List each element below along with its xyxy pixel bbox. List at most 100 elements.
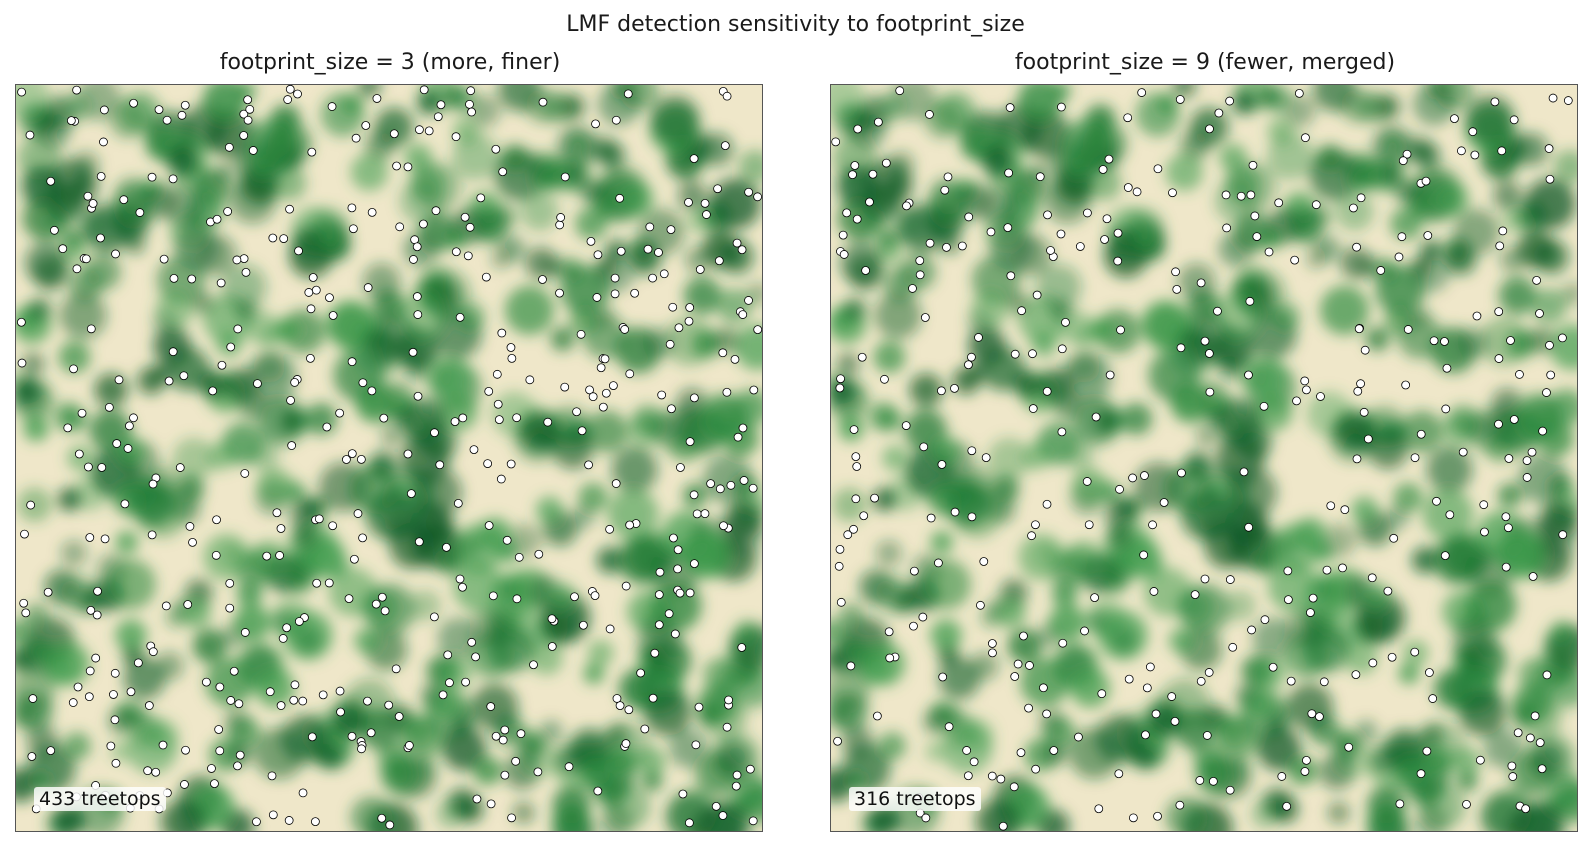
treetop-point [347, 449, 357, 459]
canopy-crown [1244, 356, 1288, 400]
treetop-point [1292, 396, 1301, 406]
canopy-crown [105, 559, 156, 610]
treetop-point [1042, 386, 1052, 396]
canopy-crown [1226, 755, 1252, 781]
treetop-point [366, 728, 376, 738]
canopy-crown [575, 207, 608, 240]
canopy-crown [924, 740, 947, 763]
treetop-point [1494, 307, 1504, 316]
treetop-point [1363, 434, 1373, 444]
canopy-crown [358, 709, 400, 750]
treetop-point [979, 557, 989, 566]
treetop-point [950, 507, 960, 517]
treetop-point [183, 600, 193, 609]
treetop-point [436, 100, 446, 110]
treetop-point [306, 353, 315, 363]
canopy-crown [831, 619, 847, 646]
canopy-crown [349, 464, 400, 514]
treetop-point [97, 463, 107, 472]
treetop-point [857, 352, 867, 362]
canopy-crown [203, 533, 250, 581]
canopy-crown [1293, 517, 1327, 552]
canopy-crown [291, 522, 318, 549]
canopy-crown [878, 408, 903, 432]
canopy-crown [437, 549, 463, 575]
treetop-point [1225, 575, 1235, 584]
canopy-crown [507, 523, 542, 558]
treetop-point [726, 480, 736, 490]
canopy-crown [873, 341, 906, 374]
treetop-point [842, 208, 852, 218]
canopy-crown [1288, 208, 1323, 244]
treetop-point [834, 561, 844, 571]
treetop-point [308, 273, 318, 282]
canopy-crown [1365, 326, 1390, 352]
treetop-point [730, 354, 740, 364]
canopy-crown [1020, 657, 1070, 707]
canopy-crown [952, 367, 980, 395]
treetop-point [1458, 447, 1468, 457]
canopy-crown [944, 475, 975, 506]
treetop-point [493, 399, 503, 409]
treetop-point [159, 254, 169, 264]
canopy-crown [519, 412, 559, 451]
canopy-crown [1412, 85, 1456, 126]
treetop-point [488, 591, 498, 601]
canopy-crown [478, 517, 512, 552]
treetop-point [1017, 306, 1026, 316]
treetop-point [1031, 764, 1041, 774]
canopy-crown [1392, 753, 1432, 792]
canopy-crown [1351, 496, 1379, 524]
treetop-point [1139, 550, 1149, 560]
treetop-point [1450, 114, 1459, 123]
treetop-point [429, 612, 439, 622]
treetop-point [1056, 102, 1066, 112]
treetop-point [81, 254, 91, 264]
treetop-point [450, 417, 460, 426]
treetop-point [1286, 676, 1296, 686]
canopy-crown [587, 639, 614, 667]
treetop-point [1010, 349, 1020, 359]
treetop-point [1548, 93, 1558, 103]
treetop-point [1521, 804, 1531, 814]
treetop-point [684, 316, 694, 326]
treetop-point [276, 701, 286, 710]
treetop-point [596, 363, 606, 373]
canopy-crown [920, 559, 971, 610]
treetop-point [324, 578, 334, 588]
treetop-point [356, 455, 366, 464]
right-treetop-count: 316 treetops [849, 787, 981, 811]
canopy-crown [353, 627, 380, 654]
canopy-crown [16, 377, 41, 406]
treetop-point [664, 609, 674, 619]
canopy-crown [669, 729, 708, 768]
treetop-point [17, 87, 26, 97]
treetop-point [636, 668, 646, 678]
treetop-point [615, 193, 625, 203]
treetop-point [591, 119, 600, 129]
treetop-point [586, 236, 596, 246]
treetop-point [120, 499, 130, 509]
treetop-point [110, 668, 120, 678]
treetop-point [285, 85, 295, 94]
canopy-crown [611, 446, 658, 493]
canopy-crown [717, 672, 743, 698]
treetop-point [498, 735, 508, 745]
treetop-point [1319, 677, 1329, 687]
treetop-point [511, 756, 521, 766]
canopy-crown [1252, 656, 1287, 690]
canopy-crown [930, 619, 962, 651]
treetop-point [1501, 512, 1511, 522]
treetop-point [514, 552, 524, 562]
canopy-crown [1283, 95, 1316, 127]
left-treetop-points [16, 85, 762, 830]
treetop-point [507, 813, 516, 823]
treetop-point [836, 374, 845, 384]
treetop-point [1410, 453, 1420, 463]
canopy-crown [1172, 85, 1197, 98]
canopy-crown [1252, 549, 1278, 575]
treetop-point [20, 529, 29, 539]
canopy-crown [547, 582, 577, 612]
treetop-point [177, 110, 187, 120]
treetop-point [1507, 761, 1517, 771]
